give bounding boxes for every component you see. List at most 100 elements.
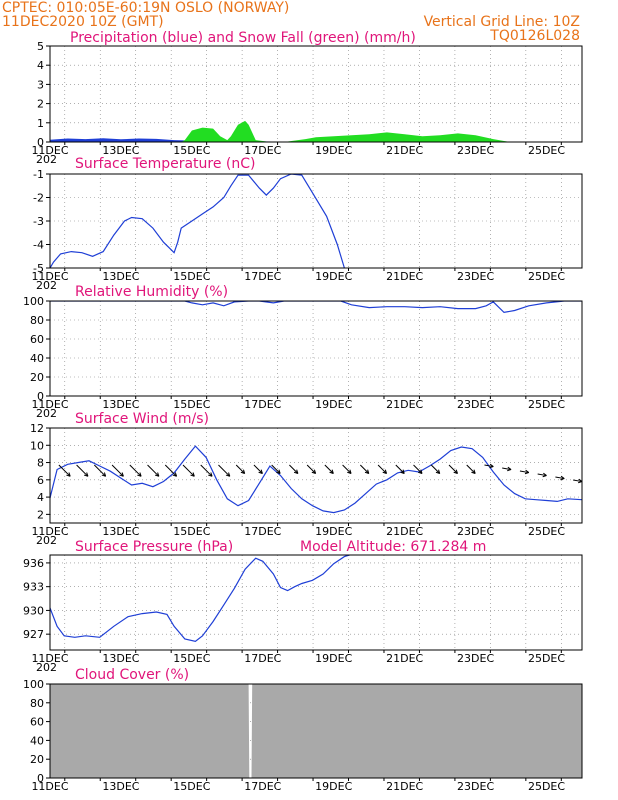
wind-arrow bbox=[164, 464, 177, 477]
wind-arrow bbox=[253, 464, 263, 474]
cloud-cover-ytick-label: 20 bbox=[30, 753, 44, 766]
cloud-cover-title: Cloud Cover (%) bbox=[75, 667, 189, 683]
pressure-xtick-label: 19DEC bbox=[315, 652, 352, 665]
cloud-cover-xtick-label: 15DEC bbox=[173, 780, 210, 793]
wind-arrow bbox=[218, 464, 231, 477]
cloud-cover-xtick-label: 19DEC bbox=[315, 780, 352, 793]
wind-ytick-label: 10 bbox=[30, 439, 44, 452]
wind-ytick-label: 12 bbox=[30, 422, 44, 435]
wind-arrow-head bbox=[174, 472, 178, 477]
temperature-plot bbox=[50, 174, 345, 268]
wind-arrow bbox=[466, 464, 476, 474]
wind-arrow-head bbox=[418, 471, 423, 474]
panel-temperature: Surface Temperature (nC) -5 -4 -3 -2 -1 11DEC 1… bbox=[31, 156, 583, 292]
wind-arrow-head bbox=[228, 472, 231, 477]
cloud-cover-xtick-label: 25DEC bbox=[528, 780, 565, 793]
precipitation-title: Precipitation (blue) and Snow Fall (gree… bbox=[70, 30, 416, 46]
wind-arrow-head bbox=[313, 469, 317, 474]
wind-frame bbox=[49, 427, 583, 524]
wind-ytick-label: 4 bbox=[37, 491, 44, 504]
wind-arrow bbox=[555, 476, 565, 480]
wind-arrow-head bbox=[172, 474, 177, 477]
humidity-xtick-label: 23DEC bbox=[457, 398, 494, 411]
temperature-xtick-label: 15DEC bbox=[173, 270, 210, 283]
pressure-xtick-label: 23DEC bbox=[457, 652, 494, 665]
pressure-ytick-label: 933 bbox=[23, 581, 44, 594]
wind-arrow-head bbox=[66, 474, 71, 477]
temperature-title: Surface Temperature (nC) bbox=[75, 156, 256, 172]
wind-arrow-head bbox=[276, 471, 281, 474]
temperature-xtick-label: 19DEC bbox=[315, 270, 352, 283]
humidity-xtick-label: 19DEC bbox=[315, 398, 352, 411]
wind-arrow bbox=[235, 464, 246, 474]
temperature-year-fragment: 202 bbox=[36, 279, 57, 292]
precipitation-series-snow-fall bbox=[50, 120, 582, 142]
wind-arrow-head bbox=[83, 474, 89, 477]
wind-arrow-head bbox=[293, 471, 299, 474]
temperature-frame bbox=[49, 173, 583, 269]
humidity-title: Relative Humidity (%) bbox=[75, 284, 228, 300]
wind-arrow bbox=[182, 464, 195, 477]
temperature-xtick-label: 17DEC bbox=[244, 270, 281, 283]
header-run-time: 11DEC2020 10Z (GMT) bbox=[2, 14, 164, 30]
wind-arrow-head bbox=[349, 469, 352, 474]
precipitation-xtick-label: 15DEC bbox=[173, 144, 210, 157]
precipitation-xtick-label: 11DEC bbox=[31, 144, 68, 157]
wind-arrow-head bbox=[364, 471, 369, 474]
humidity-ytick-label: 100 bbox=[23, 295, 44, 308]
wind-arrow-head bbox=[382, 471, 387, 474]
pressure-xtick-label: 17DEC bbox=[244, 652, 281, 665]
cloud-cover-xtick-label: 23DEC bbox=[457, 780, 494, 793]
temperature-xtick-label: 23DEC bbox=[457, 270, 494, 283]
wind-arrow bbox=[93, 464, 107, 477]
humidity-year-fragment: 202 bbox=[36, 407, 57, 420]
wind-arrow-head bbox=[347, 471, 352, 474]
temperature-xtick-label: 11DEC bbox=[31, 270, 68, 283]
pressure-ytick-label: 936 bbox=[23, 557, 44, 570]
pressure-series-line bbox=[50, 555, 352, 642]
wind-arrows bbox=[58, 463, 583, 484]
wind-arrow bbox=[306, 464, 316, 474]
humidity-ytick-label: 20 bbox=[30, 371, 44, 384]
cloud-cover-xtick-label: 11DEC bbox=[31, 780, 68, 793]
wind-arrow-head bbox=[578, 478, 583, 482]
precipitation-xtick-label: 21DEC bbox=[386, 144, 423, 157]
humidity-xtick-label: 11DEC bbox=[31, 398, 68, 411]
cloud-cover-ytick-label: 100 bbox=[23, 678, 44, 691]
wind-arrow-head bbox=[455, 469, 458, 474]
wind-arrow-head bbox=[542, 475, 547, 478]
wind-title: Surface Wind (m/s) bbox=[75, 411, 209, 427]
humidity-xtick-label: 13DEC bbox=[102, 398, 139, 411]
wind-arrow-head bbox=[242, 469, 246, 474]
wind-arrow-head bbox=[121, 472, 124, 477]
wind-xtick-label: 15DEC bbox=[173, 525, 210, 538]
wind-arrow-head bbox=[225, 474, 230, 477]
wind-arrow-head bbox=[208, 474, 213, 477]
wind-arrow bbox=[147, 464, 160, 477]
pressure-frame bbox=[49, 554, 583, 651]
humidity-ytick-label: 80 bbox=[30, 314, 44, 327]
panel-cloud-cover: Cloud Cover (%) 0 20 40 60 80 100 11DEC 13DEC 15D… bbox=[23, 667, 583, 793]
wind-xtick-label: 21DEC bbox=[386, 525, 423, 538]
wind-xtick-label: 11DEC bbox=[31, 525, 68, 538]
wind-arrow-head bbox=[210, 472, 213, 477]
temperature-ytick-label: -4 bbox=[33, 239, 44, 252]
precipitation-year-fragment: 202 bbox=[36, 153, 57, 166]
wind-arrow-head bbox=[311, 471, 316, 474]
wind-arrow-head bbox=[68, 472, 71, 477]
wind-arrow-head bbox=[331, 469, 334, 474]
precipitation-xtick-label: 19DEC bbox=[315, 144, 352, 157]
temperature-ytick-label: -1 bbox=[33, 168, 44, 181]
panel-precipitation: Precipitation (blue) and Snow Fall (gree… bbox=[31, 30, 583, 166]
precipitation-ytick-label: 1 bbox=[37, 117, 44, 130]
precipitation-ytick-label: 5 bbox=[37, 40, 44, 53]
panel-pressure: Surface Pressure (hPa) Model Altitude: 67… bbox=[23, 539, 583, 674]
wind-arrow bbox=[573, 479, 583, 483]
wind-arrow-head bbox=[524, 472, 529, 475]
wind-arrow-head bbox=[278, 469, 281, 474]
wind-xtick-label: 13DEC bbox=[102, 525, 139, 538]
wind-ytick-label: 6 bbox=[37, 474, 44, 487]
cloud-cover-ytick-label: 60 bbox=[30, 716, 44, 729]
pressure-xtick-label: 21DEC bbox=[386, 652, 423, 665]
header-model-code: TQ0126L028 bbox=[489, 28, 580, 44]
